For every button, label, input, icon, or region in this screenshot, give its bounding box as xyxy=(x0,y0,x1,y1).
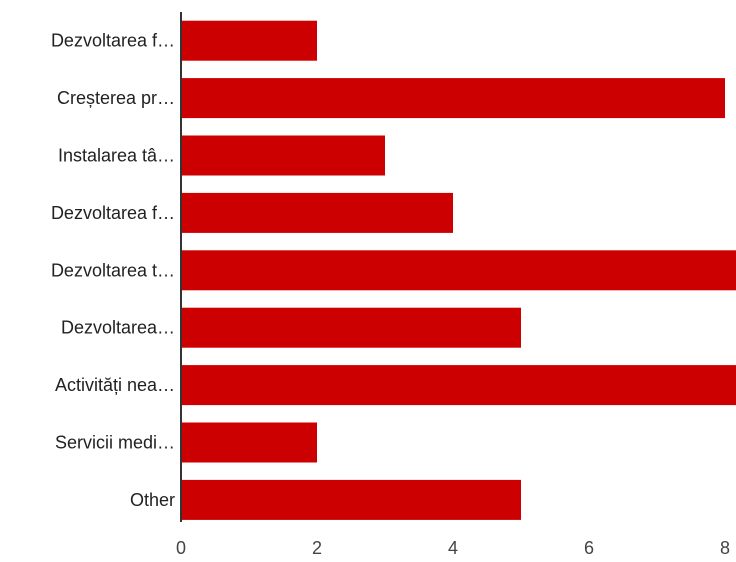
x-tick-label: 4 xyxy=(448,538,458,558)
category-label: Servicii medi… xyxy=(55,433,175,453)
category-label: Dezvoltarea f… xyxy=(51,31,175,51)
bars-group xyxy=(181,20,736,520)
bar xyxy=(181,365,736,406)
x-tick-label: 2 xyxy=(312,538,322,558)
category-label: Activități nea… xyxy=(55,375,175,395)
bar xyxy=(181,20,317,61)
category-label: Dezvoltarea t… xyxy=(51,260,175,280)
bar xyxy=(181,78,725,119)
bar xyxy=(181,192,453,233)
bar xyxy=(181,307,521,348)
category-label: Dezvoltarea… xyxy=(61,318,175,338)
x-tick-label: 0 xyxy=(176,538,186,558)
x-tick-labels: 0 2 4 6 8 xyxy=(176,538,730,558)
bar xyxy=(181,479,521,520)
category-labels: Dezvoltarea f… Creșterea pr… Instalarea tâ… xyxy=(51,31,175,510)
x-tick-label: 6 xyxy=(584,538,594,558)
x-tick-label: 8 xyxy=(720,538,730,558)
bar xyxy=(181,135,385,176)
category-label: Other xyxy=(130,490,175,510)
bar xyxy=(181,250,736,291)
category-label: Dezvoltarea f… xyxy=(51,203,175,223)
category-label: Instalarea tâ… xyxy=(58,146,175,166)
category-label: Creșterea pr… xyxy=(57,88,175,108)
bar xyxy=(181,422,317,463)
